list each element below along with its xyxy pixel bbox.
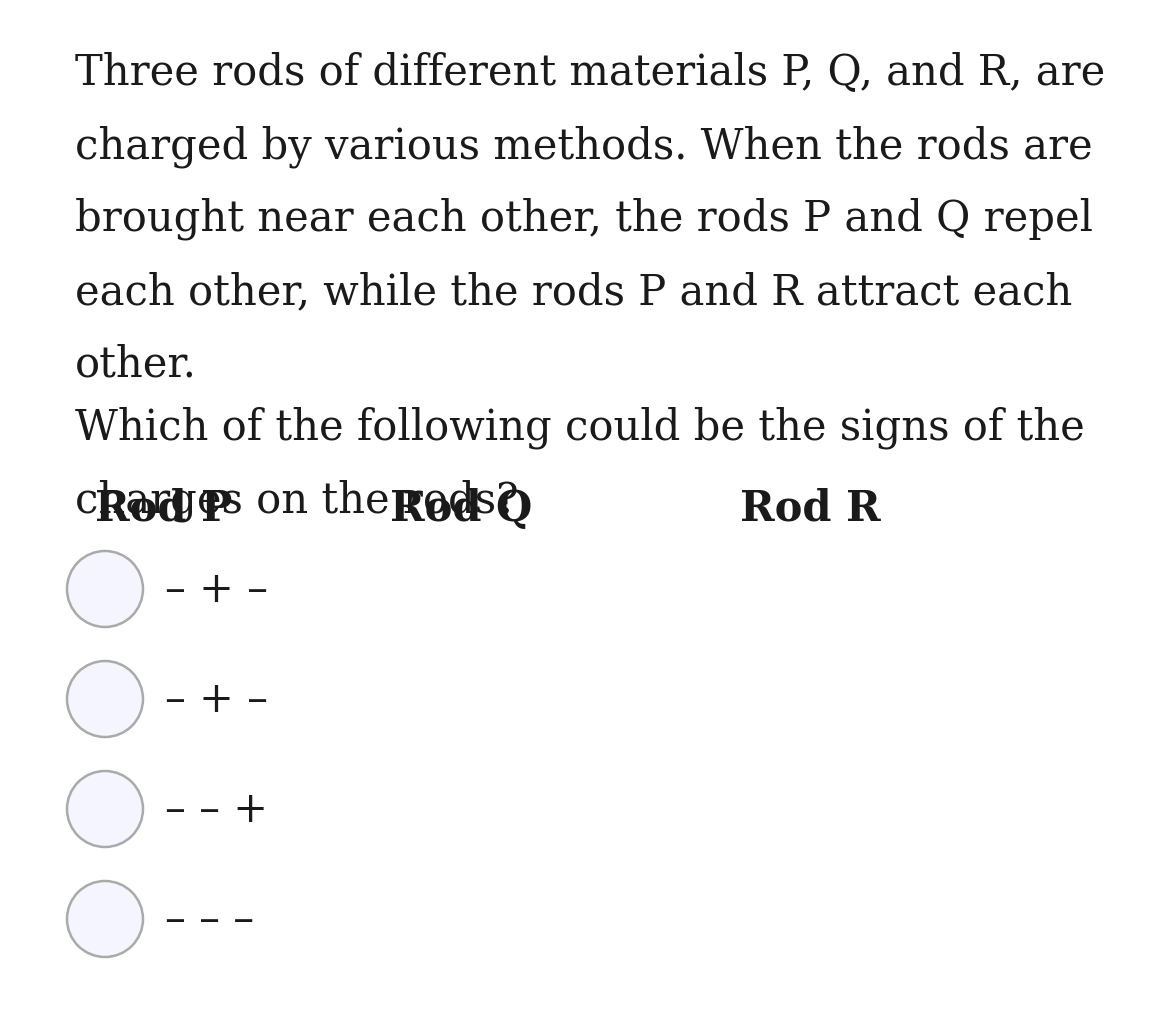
Circle shape bbox=[67, 771, 143, 847]
Text: other.: other. bbox=[75, 343, 197, 385]
Text: – – –: – – – bbox=[165, 898, 254, 941]
Text: charged by various methods. When the rods are: charged by various methods. When the rod… bbox=[75, 125, 1093, 167]
Text: – – +: – – + bbox=[165, 789, 268, 830]
Text: Three rods of different materials P, Q, and R, are: Three rods of different materials P, Q, … bbox=[75, 52, 1106, 94]
Circle shape bbox=[67, 661, 143, 738]
Text: Rod R: Rod R bbox=[739, 487, 881, 530]
Text: Rod Q: Rod Q bbox=[390, 487, 532, 530]
Text: Which of the following could be the signs of the: Which of the following could be the sign… bbox=[75, 407, 1085, 449]
Text: – + –: – + – bbox=[165, 679, 268, 720]
Circle shape bbox=[67, 551, 143, 628]
Text: each other, while the rods P and R attract each: each other, while the rods P and R attra… bbox=[75, 271, 1072, 313]
Text: – + –: – + – bbox=[165, 569, 268, 610]
Circle shape bbox=[67, 881, 143, 957]
Text: brought near each other, the rods P and Q repel: brought near each other, the rods P and … bbox=[75, 198, 1093, 240]
Text: charges on the rods?: charges on the rods? bbox=[75, 480, 518, 522]
Text: Rod P: Rod P bbox=[95, 487, 233, 530]
